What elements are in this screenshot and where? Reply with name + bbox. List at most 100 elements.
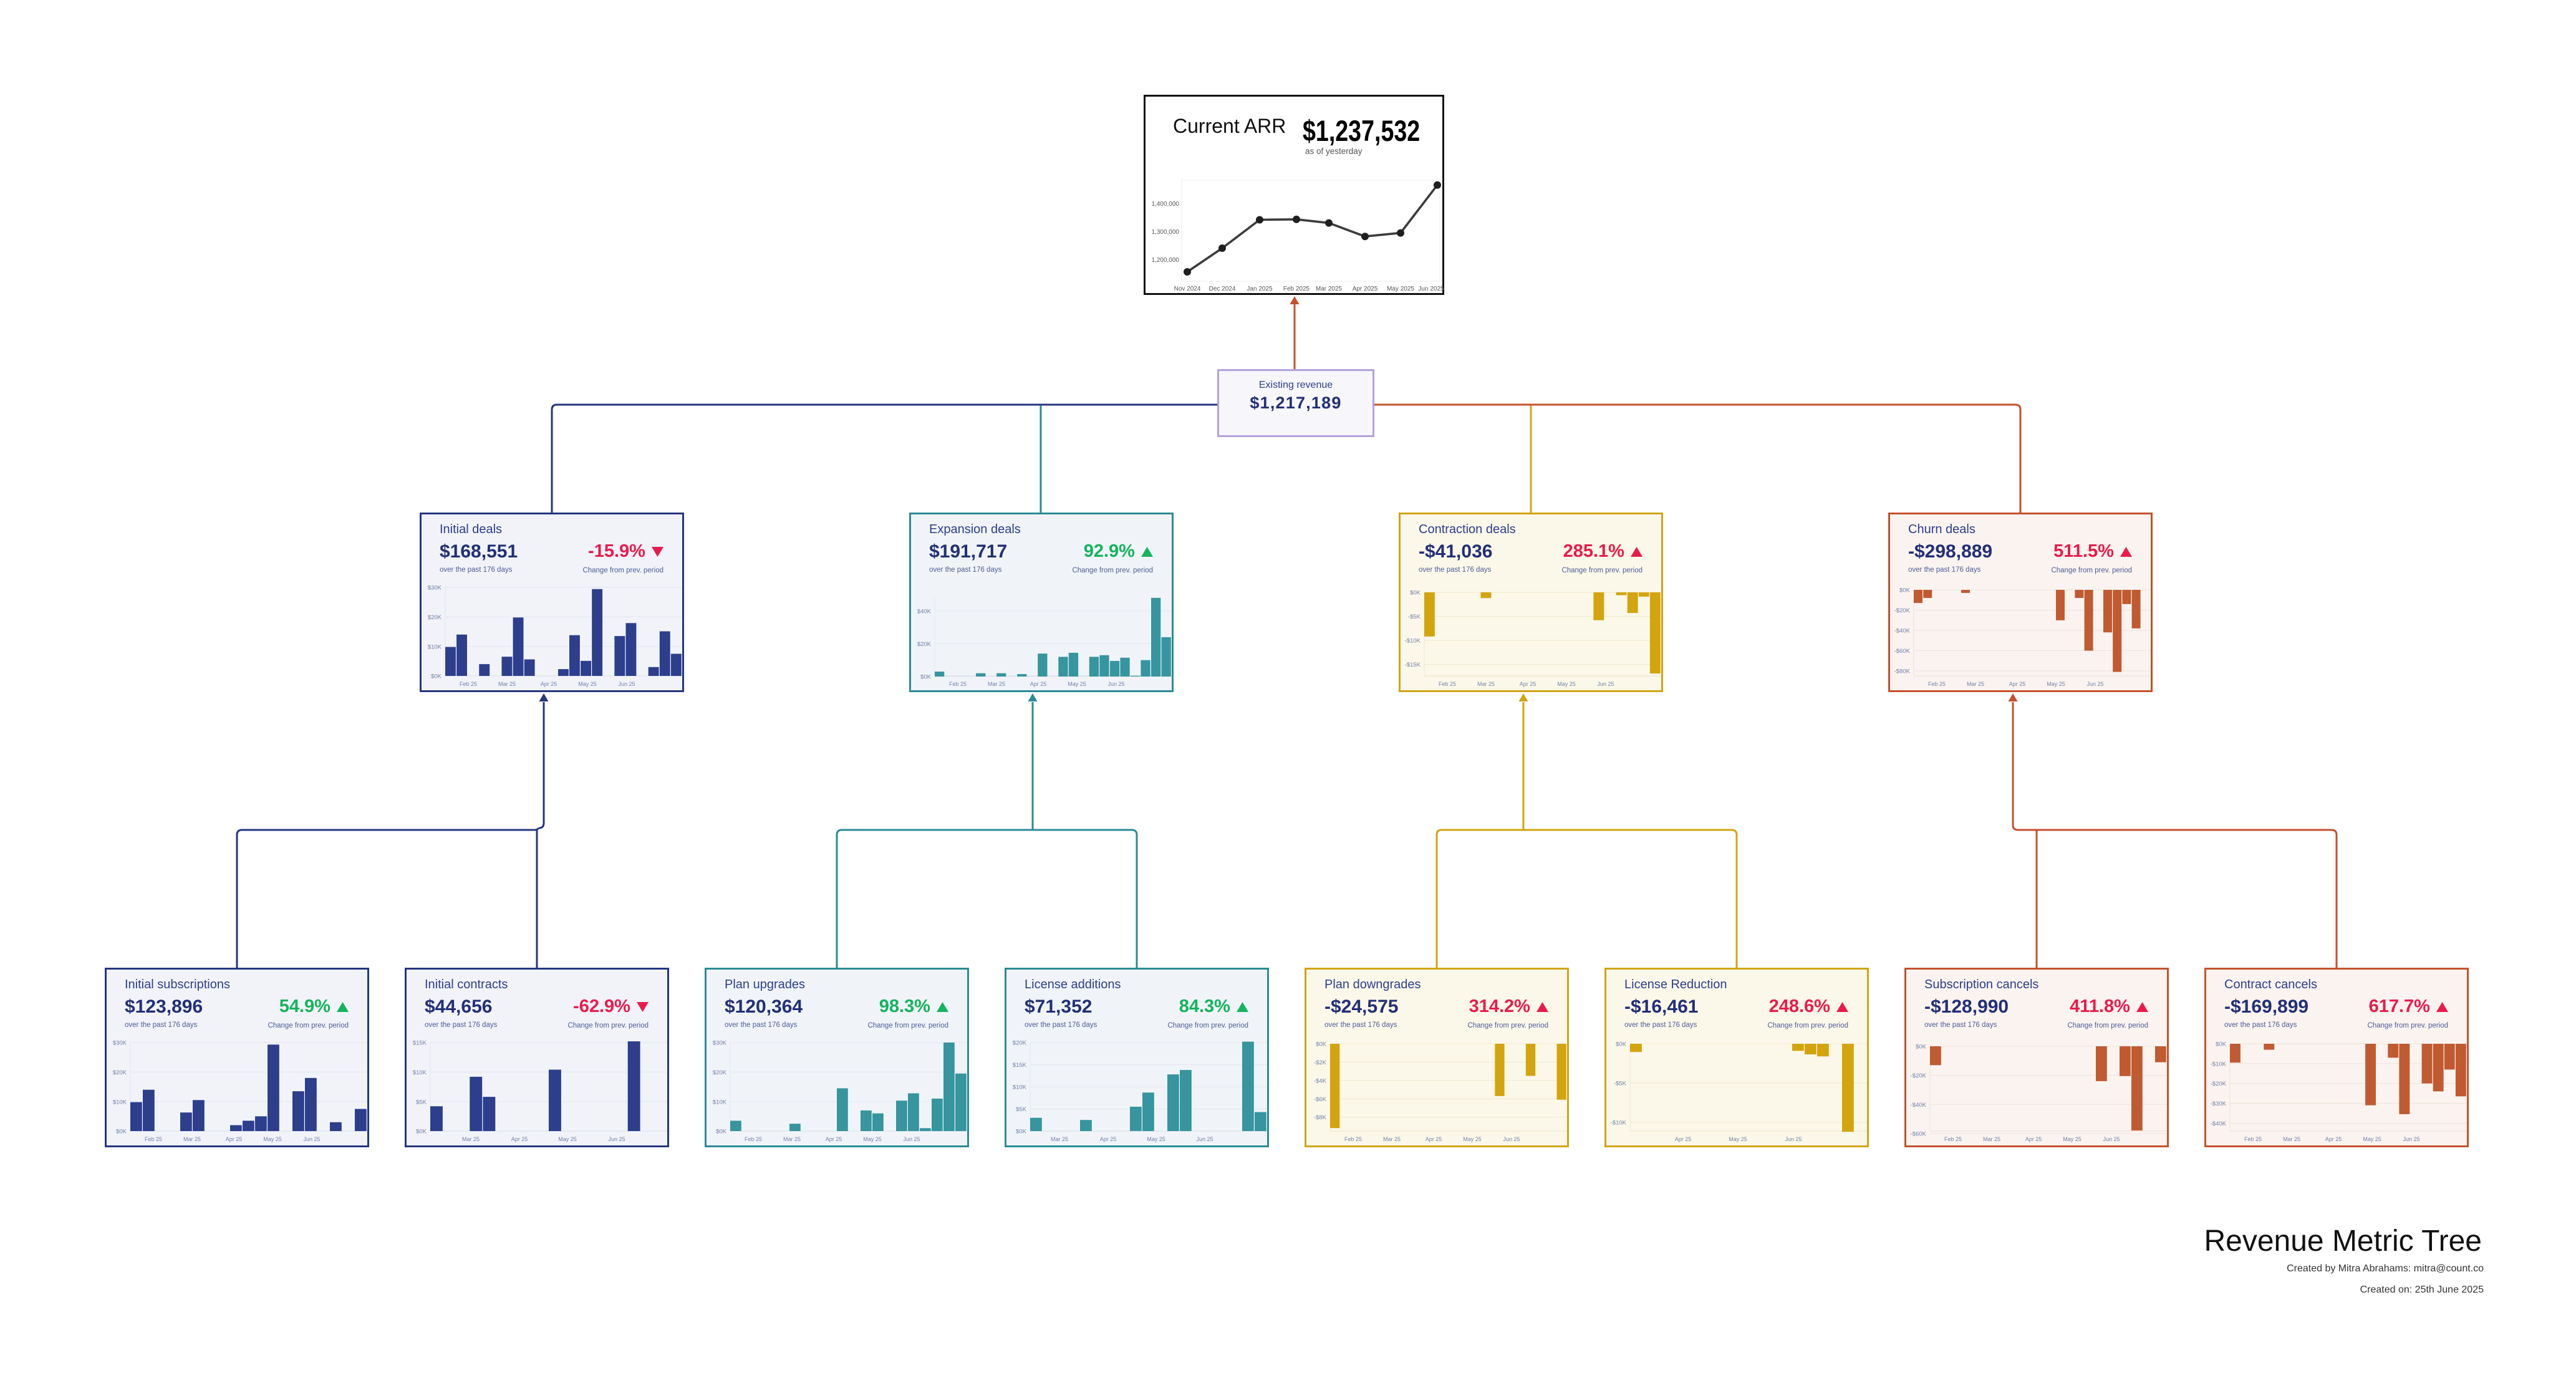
svg-text:Jun 25: Jun 25 (303, 1136, 320, 1142)
svg-text:-$10K: -$10K (1611, 1120, 1627, 1127)
svg-text:May 25: May 25 (1463, 1136, 1482, 1142)
svg-text:Apr 25: Apr 25 (1100, 1136, 1117, 1142)
svg-text:Jun 25: Jun 25 (618, 681, 635, 687)
svg-text:Apr 25: Apr 25 (541, 681, 557, 687)
svg-text:$0K: $0K (1410, 590, 1421, 597)
svg-text:$20K: $20K (113, 1069, 127, 1076)
svg-text:Apr 25: Apr 25 (511, 1136, 528, 1142)
svg-text:$20K: $20K (917, 641, 932, 648)
svg-text:$0K: $0K (116, 1129, 127, 1135)
svg-text:Jun 25: Jun 25 (608, 1136, 625, 1142)
svg-text:$5K: $5K (1016, 1106, 1027, 1113)
svg-text:May 25: May 25 (263, 1136, 282, 1142)
svg-text:Apr 25: Apr 25 (226, 1136, 243, 1142)
svg-text:-$40K: -$40K (1894, 628, 1911, 635)
svg-text:$0K: $0K (1916, 1044, 1927, 1051)
svg-text:Jun 25: Jun 25 (2103, 1136, 2120, 1142)
svg-text:$30K: $30K (113, 1040, 127, 1047)
svg-text:Feb 25: Feb 25 (1344, 1136, 1362, 1142)
svg-text:$10K: $10K (413, 1069, 427, 1076)
svg-text:Jun 25: Jun 25 (1196, 1136, 1213, 1142)
svg-text:$30K: $30K (713, 1040, 727, 1047)
svg-text:$5K: $5K (416, 1099, 427, 1106)
svg-text:$20K: $20K (428, 614, 442, 621)
svg-text:Feb 25: Feb 25 (460, 681, 477, 687)
svg-text:Dec 2024: Dec 2024 (1209, 286, 1236, 292)
svg-text:-$8K: -$8K (1314, 1114, 1327, 1121)
svg-text:$10K: $10K (1013, 1084, 1027, 1091)
svg-text:-$20K: -$20K (1911, 1072, 1927, 1079)
svg-text:-$80K: -$80K (1894, 668, 1911, 675)
svg-text:Mar 2025: Mar 2025 (1316, 286, 1343, 292)
svg-text:Mar 25: Mar 25 (1051, 1136, 1068, 1142)
svg-text:May 25: May 25 (1068, 681, 1086, 687)
svg-text:Jan 2025: Jan 2025 (1247, 286, 1273, 292)
svg-text:-$4K: -$4K (1314, 1077, 1327, 1084)
svg-text:$20K: $20K (713, 1069, 727, 1076)
svg-text:Feb 25: Feb 25 (1944, 1136, 1962, 1142)
svg-text:Apr 25: Apr 25 (2009, 681, 2026, 687)
svg-text:Mar 25: Mar 25 (1477, 681, 1495, 687)
svg-text:-$6K: -$6K (1314, 1096, 1327, 1103)
svg-text:-$10K: -$10K (1405, 638, 1421, 645)
svg-text:$30K: $30K (428, 585, 442, 592)
svg-text:May 25: May 25 (578, 681, 597, 687)
svg-text:-$40K: -$40K (2211, 1120, 2227, 1127)
svg-text:Mar 25: Mar 25 (183, 1136, 201, 1142)
svg-text:Jun 25: Jun 25 (1503, 1136, 1520, 1142)
svg-text:May 25: May 25 (2063, 1136, 2082, 1142)
svg-text:Feb 25: Feb 25 (2244, 1136, 2262, 1142)
svg-text:Feb 25: Feb 25 (145, 1136, 162, 1142)
svg-text:Apr 25: Apr 25 (1425, 1136, 1442, 1142)
svg-text:Mar 25: Mar 25 (498, 681, 516, 687)
svg-text:-$40K: -$40K (1911, 1102, 1927, 1109)
svg-text:$0K: $0K (716, 1129, 727, 1135)
svg-text:$0K: $0K (2216, 1041, 2227, 1048)
svg-text:$0K: $0K (431, 673, 442, 680)
svg-text:Jun 25: Jun 25 (1107, 681, 1124, 687)
svg-text:Apr 2025: Apr 2025 (1353, 286, 1378, 292)
svg-text:-$30K: -$30K (2211, 1101, 2227, 1107)
svg-text:Feb 25: Feb 25 (1928, 681, 1946, 687)
svg-text:May 25: May 25 (863, 1136, 882, 1142)
svg-text:May 25: May 25 (2047, 681, 2065, 687)
svg-text:-$15K: -$15K (1405, 662, 1421, 668)
svg-text:$10K: $10K (713, 1099, 727, 1106)
svg-text:Mar 25: Mar 25 (1967, 681, 1984, 687)
svg-text:-$2K: -$2K (1314, 1059, 1327, 1066)
svg-text:Apr 25: Apr 25 (2025, 1136, 2042, 1142)
svg-text:May 25: May 25 (558, 1136, 577, 1142)
svg-text:1,200,000: 1,200,000 (1152, 257, 1180, 264)
svg-text:Jun 25: Jun 25 (2403, 1136, 2419, 1142)
svg-text:Apr 25: Apr 25 (826, 1136, 842, 1142)
svg-text:Apr 25: Apr 25 (1520, 681, 1536, 687)
svg-text:-$20K: -$20K (1894, 607, 1911, 614)
svg-text:-$5K: -$5K (1408, 614, 1421, 620)
svg-text:1,400,000: 1,400,000 (1152, 201, 1180, 208)
svg-text:$20K: $20K (1013, 1040, 1027, 1047)
svg-text:$15K: $15K (1013, 1062, 1027, 1069)
svg-text:$10K: $10K (113, 1099, 127, 1106)
svg-text:Mar 25: Mar 25 (462, 1136, 480, 1142)
svg-text:Feb 25: Feb 25 (1439, 681, 1456, 687)
svg-text:Jun 25: Jun 25 (1785, 1136, 1802, 1142)
svg-text:May 2025: May 2025 (1387, 286, 1414, 292)
svg-text:Apr 25: Apr 25 (1030, 681, 1047, 687)
svg-text:Mar 25: Mar 25 (988, 681, 1005, 687)
svg-text:Jun 25: Jun 25 (1597, 681, 1614, 687)
svg-text:Nov 2024: Nov 2024 (1174, 286, 1201, 292)
svg-text:Apr 25: Apr 25 (1675, 1136, 1692, 1142)
svg-text:Jun 25: Jun 25 (903, 1136, 920, 1142)
svg-text:$0K: $0K (1899, 587, 1911, 594)
svg-text:-$5K: -$5K (1614, 1081, 1627, 1087)
svg-text:Feb 25: Feb 25 (745, 1136, 762, 1142)
svg-text:-$10K: -$10K (2211, 1061, 2227, 1067)
svg-text:1,300,000: 1,300,000 (1152, 229, 1180, 236)
svg-text:Mar 25: Mar 25 (783, 1136, 801, 1142)
svg-text:$40K: $40K (917, 608, 932, 615)
svg-text:$0K: $0K (1316, 1041, 1327, 1048)
svg-text:Mar 25: Mar 25 (2283, 1136, 2300, 1142)
svg-text:Jun 25: Jun 25 (2086, 681, 2103, 687)
svg-text:-$20K: -$20K (2211, 1081, 2227, 1087)
svg-text:$0K: $0K (1016, 1129, 1027, 1135)
